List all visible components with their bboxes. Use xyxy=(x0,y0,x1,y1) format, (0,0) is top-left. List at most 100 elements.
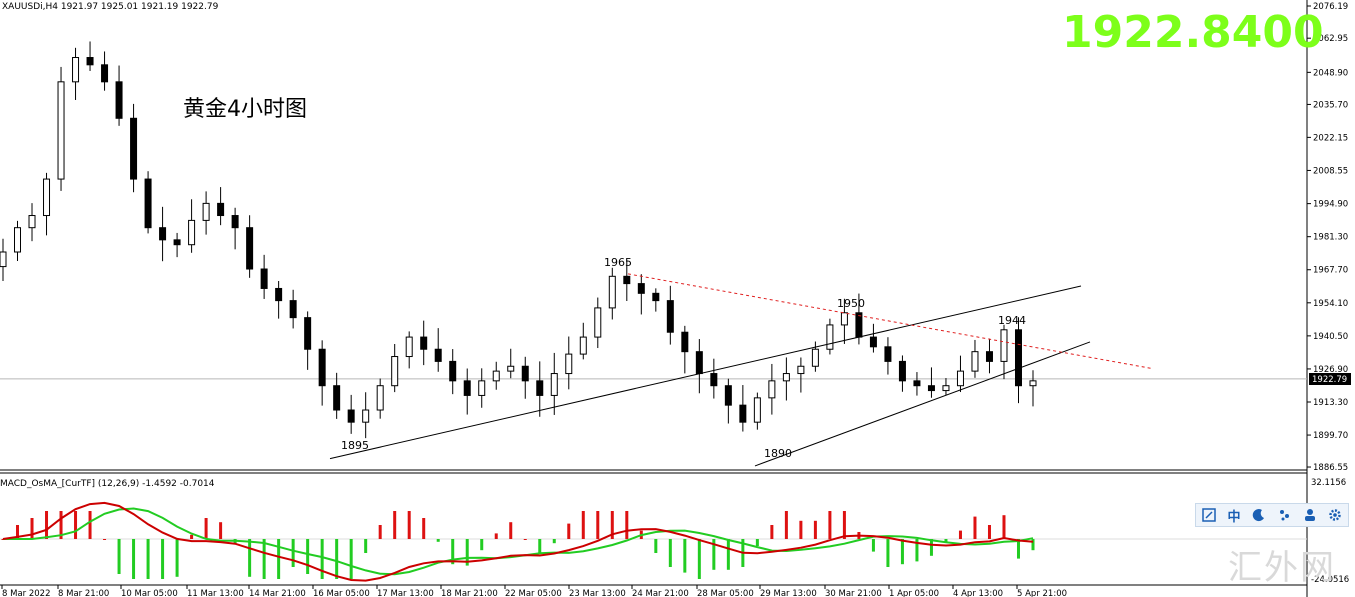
moon-icon[interactable] xyxy=(1250,506,1268,524)
candle-bear xyxy=(652,292,660,302)
candle-bear xyxy=(884,346,892,362)
macd-bar-negative xyxy=(683,539,687,573)
candle-bear xyxy=(159,227,167,241)
language-toggle[interactable]: 中 xyxy=(1227,509,1241,525)
time-tick-label: 5 Apr 21:00 xyxy=(1017,589,1067,597)
macd-bar-negative xyxy=(552,539,556,544)
candle-bull xyxy=(478,380,486,396)
macd-bar-positive xyxy=(74,511,78,539)
candle-bear xyxy=(637,283,645,294)
candle-bear xyxy=(101,64,109,83)
macd-bar-negative xyxy=(161,539,165,579)
capture-icon[interactable] xyxy=(1200,506,1218,524)
price-axis: 2076.19 2062.95 2048.90 2035.70 2022.15 2008.… xyxy=(1307,2,1348,473)
macd-bar-positive xyxy=(1002,515,1006,539)
dots-icon[interactable] xyxy=(1276,506,1294,524)
macd-bar-negative xyxy=(175,539,179,577)
macd-bar-positive xyxy=(842,511,846,539)
macd-bar-negative xyxy=(900,539,904,565)
macd-bar-negative xyxy=(697,539,701,579)
price-tick-label: 1994.90 xyxy=(1313,200,1348,210)
macd-bar-negative xyxy=(886,539,890,567)
chart-toolbar: 中 xyxy=(1195,503,1349,527)
macd-bar-positive xyxy=(987,525,991,539)
macd-bar-positive xyxy=(204,518,208,539)
symbol-info: XAUUSDi,H4 1921.97 1925.01 1921.19 1922.… xyxy=(2,2,219,12)
annotations: 1965 1950 1944 1895 1890 xyxy=(341,256,1026,460)
candle-bear xyxy=(449,360,457,382)
macd-bar-positive xyxy=(103,539,107,540)
macd-bar-positive xyxy=(59,511,63,539)
candle-bull xyxy=(550,373,558,396)
annotation-1965: 1965 xyxy=(604,256,632,269)
candle-bear xyxy=(536,380,544,396)
macd-label: MACD_OsMA_[CurTF] (12,26,9) -1.4592 -0.7… xyxy=(0,479,215,489)
candle-bull xyxy=(507,365,515,372)
candle-bear xyxy=(710,373,718,387)
current-price-tag: 1922.79 xyxy=(1312,375,1347,385)
candle-bull xyxy=(492,370,500,382)
candle-bear xyxy=(985,351,993,362)
macd-bar-negative xyxy=(349,539,353,579)
macd-bar-positive xyxy=(784,511,788,539)
candle-bear xyxy=(333,385,341,411)
macd-bar-negative xyxy=(436,539,440,542)
gear-icon[interactable] xyxy=(1326,506,1344,524)
candle-bear xyxy=(1014,329,1022,387)
macd-bar-positive xyxy=(523,539,527,540)
macd-bar-positive xyxy=(494,533,498,539)
candle-bull xyxy=(942,385,950,392)
macd-bar-positive xyxy=(625,511,629,539)
price-tick-label: 2076.19 xyxy=(1313,2,1348,12)
annotation-1895: 1895 xyxy=(341,439,369,452)
candle-bull xyxy=(376,385,384,411)
candle-bear xyxy=(231,215,239,229)
descending-resistance-line xyxy=(627,273,1154,370)
time-tick-label: 17 Mar 13:00 xyxy=(377,589,434,597)
candle-bull xyxy=(826,324,834,350)
macd-bar-positive xyxy=(407,511,411,539)
current-price-tag-bg xyxy=(1309,373,1351,385)
macd-bar-negative xyxy=(291,539,295,567)
macd-bar-positive xyxy=(770,525,774,539)
candle-bear xyxy=(739,404,747,423)
macd-bar-negative xyxy=(915,539,919,562)
macd-bar-negative xyxy=(320,539,324,579)
macd-bar-negative xyxy=(1016,539,1020,559)
time-axis: 8 Mar 2022 8 Mar 21:00 10 Mar 05:00 11 Mar … xyxy=(1,585,1067,597)
candle-bear xyxy=(144,178,152,229)
macd-bar-positive xyxy=(596,511,600,539)
macd-bar-negative xyxy=(306,539,310,574)
macd-axis-bottom: -24.0516 xyxy=(1311,575,1349,585)
signal-line xyxy=(3,507,1034,576)
price-tick-label: 1940.50 xyxy=(1313,332,1348,342)
macd-bar-positive xyxy=(16,525,20,539)
macd-bar-positive xyxy=(30,518,34,539)
macd-bar-positive xyxy=(88,511,92,539)
candle-bull xyxy=(579,336,587,355)
candle-bull xyxy=(797,365,805,375)
candle-bull xyxy=(956,370,964,387)
macd-bar-negative xyxy=(654,539,658,553)
candle-bear xyxy=(695,351,703,375)
user-icon[interactable] xyxy=(1301,506,1319,524)
macd-bar-negative xyxy=(248,539,252,577)
price-tick-label: 1981.30 xyxy=(1313,233,1348,243)
watermark: 汇外网 xyxy=(1228,548,1336,588)
macd-bar-negative xyxy=(146,539,150,579)
time-tick-label: 1 Apr 05:00 xyxy=(889,589,939,597)
macd-bar-negative xyxy=(944,539,948,542)
macd-bar-negative xyxy=(712,539,716,570)
macd-bar-positive xyxy=(973,516,977,539)
candle-bear xyxy=(521,365,529,382)
price-tick-label: 1899.70 xyxy=(1313,431,1348,441)
price-tick-label: 1967.70 xyxy=(1313,266,1348,276)
candle-bull xyxy=(768,380,776,399)
time-tick-label: 29 Mar 13:00 xyxy=(760,589,817,597)
macd-bar-negative xyxy=(726,539,730,570)
chart-title: 黄金4小时图 xyxy=(183,97,307,122)
candle-bull xyxy=(811,348,819,367)
candle-bull xyxy=(362,409,370,423)
candle-bull xyxy=(57,81,65,180)
candle-bull xyxy=(202,202,210,221)
